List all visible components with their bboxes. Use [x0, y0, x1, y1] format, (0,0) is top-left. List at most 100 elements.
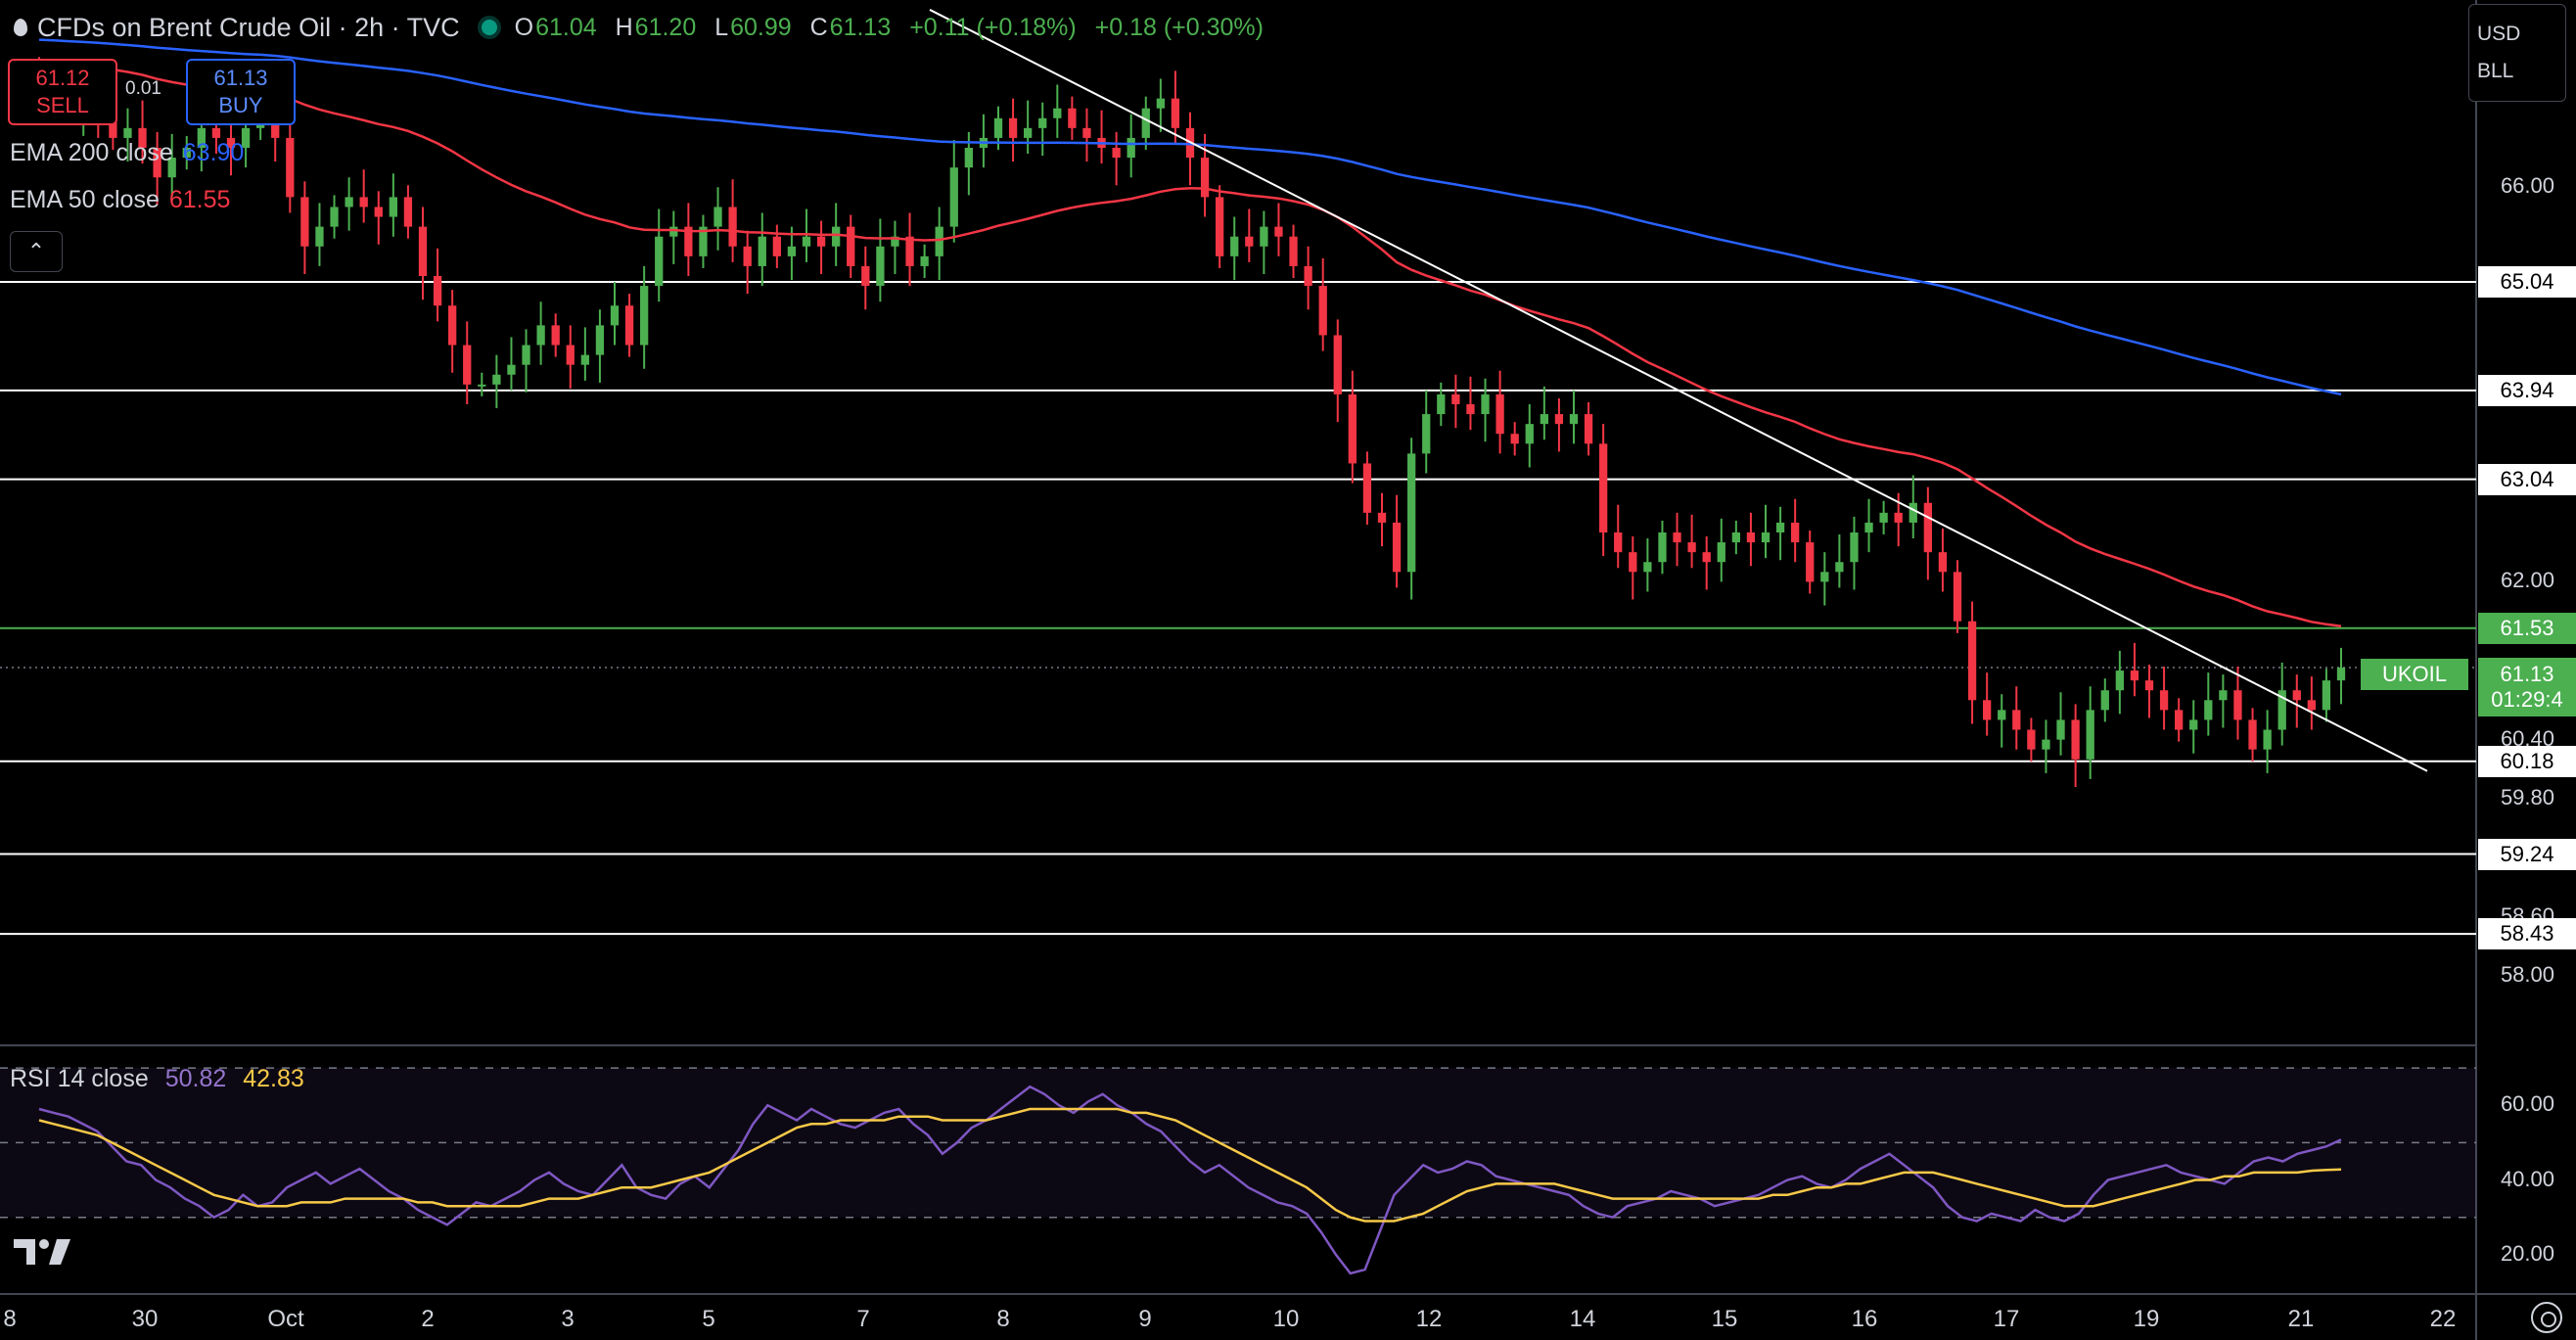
candle-body-117 [1761, 532, 1771, 543]
candle-body-151 [2263, 729, 2272, 750]
sell-button[interactable]: 61.12 SELL [8, 59, 117, 125]
candle-body-138 [2071, 719, 2080, 760]
candle-body-126 [1894, 512, 1903, 523]
rsi-tick-1: 40.00 [2500, 1166, 2554, 1191]
candle-body-124 [1864, 522, 1873, 532]
candle-body-53 [816, 236, 826, 247]
ema50-line [38, 58, 2342, 627]
candle-body-136 [2042, 739, 2050, 750]
candle-body-128 [1923, 502, 1932, 553]
candle-body-50 [772, 236, 781, 256]
level-price-tag-1: 63.94 [2478, 374, 2576, 406]
candle-body-153 [2292, 690, 2301, 701]
candle-body-141 [2115, 670, 2124, 691]
trendline [929, 9, 2428, 772]
candle-body-18 [300, 197, 309, 247]
currency-unit-selector[interactable]: USD BLL [2468, 4, 2566, 102]
candle-body-42 [655, 236, 664, 287]
candle-body-111 [1673, 532, 1681, 543]
market-status-icon [481, 20, 497, 35]
candle-body-20 [330, 207, 339, 227]
candle-body-52 [802, 236, 811, 247]
candle-body-62 [949, 167, 958, 227]
candle-body-48 [743, 246, 752, 266]
candle-body-75 [1141, 108, 1150, 138]
time-tick-3: 2 [421, 1306, 435, 1332]
candle-body-32 [507, 364, 516, 375]
buy-price: 61.13 [213, 66, 268, 90]
ema200-legend[interactable]: EMA 200 close 63.90 [10, 139, 244, 167]
candle-body-87 [1318, 286, 1327, 336]
settings-gear-icon[interactable] [2531, 1302, 2562, 1333]
candle-body-70 [1068, 108, 1077, 128]
candle-body-55 [847, 226, 855, 266]
candle-body-116 [1746, 532, 1756, 543]
ema50-legend[interactable]: EMA 50 close 61.55 [10, 186, 230, 214]
candle-body-120 [1806, 542, 1815, 582]
rsi-value: 50.82 [164, 1065, 227, 1092]
sell-label: SELL [36, 93, 89, 117]
candle-body-154 [2307, 700, 2316, 711]
candle-body-41 [640, 286, 649, 346]
buy-button[interactable]: 61.13 BUY [186, 59, 296, 125]
candle-body-105 [1584, 414, 1593, 444]
candle-body-80 [1216, 197, 1224, 256]
candle-body-114 [1717, 542, 1725, 563]
candle-body-86 [1304, 265, 1312, 287]
candle-body-131 [1967, 621, 1977, 701]
candle-body-81 [1230, 236, 1239, 256]
candle-body-34 [536, 325, 545, 346]
candle-body-92 [1392, 522, 1402, 573]
candle-body-140 [2100, 690, 2109, 711]
candle-body-91 [1377, 512, 1387, 523]
candle-body-46 [713, 207, 722, 227]
candle-body-137 [2056, 719, 2065, 740]
level-price-tag-5: 59.24 [2478, 838, 2576, 870]
oil-drop-icon [14, 19, 27, 36]
open-value: 61.04 [535, 13, 597, 41]
candle-body-82 [1245, 236, 1254, 247]
candle-body-123 [1850, 532, 1859, 563]
time-tick-13: 16 [1851, 1306, 1878, 1332]
chart-header: CFDs on Brent Crude Oil · 2h · TVC O61.0… [0, 0, 1275, 55]
candle-body-22 [359, 197, 368, 208]
candle-body-104 [1569, 414, 1579, 425]
currency-label: USD [2477, 23, 2521, 45]
candle-body-133 [1998, 710, 2006, 720]
candle-body-26 [418, 226, 428, 276]
candle-body-51 [787, 246, 797, 256]
candle-body-145 [2175, 710, 2184, 730]
candle-body-13 [226, 137, 236, 148]
candle-body-115 [1731, 532, 1740, 543]
candle-body-99 [1495, 393, 1504, 435]
candle-body-127 [1909, 502, 1917, 523]
candle-body-54 [832, 226, 841, 247]
candle-body-24 [389, 197, 397, 217]
candle-body-150 [2248, 719, 2257, 750]
candle-body-119 [1791, 522, 1800, 543]
candle-body-134 [2012, 710, 2021, 730]
collapse-legend-button[interactable]: ⌃ [10, 231, 63, 272]
rsi-legend[interactable]: RSI 14 close 50.82 42.83 [10, 1065, 304, 1093]
candle-body-40 [624, 305, 634, 346]
candle-body-106 [1599, 443, 1608, 532]
level-price-tag-6: 58.43 [2478, 918, 2576, 950]
candle-body-83 [1260, 226, 1268, 247]
low-value: 60.99 [730, 13, 792, 41]
candle-body-103 [1554, 414, 1564, 425]
rsi-label: RSI 14 close [10, 1065, 149, 1092]
candle-body-94 [1422, 414, 1431, 454]
time-tick-5: 5 [702, 1306, 715, 1332]
tradingview-logo-icon[interactable] [14, 1235, 74, 1269]
candle-body-122 [1835, 562, 1844, 573]
candle-body-84 [1274, 226, 1283, 237]
candle-body-93 [1407, 453, 1416, 573]
candle-body-5 [109, 117, 117, 138]
candle-body-135 [2027, 729, 2036, 750]
candle-body-25 [403, 197, 413, 227]
rsi-ma-line [38, 1107, 2342, 1223]
candle-body-30 [478, 384, 486, 387]
symbol-title[interactable]: CFDs on Brent Crude Oil · 2h · TVC [37, 12, 460, 42]
chevron-up-icon: ⌃ [26, 239, 46, 263]
